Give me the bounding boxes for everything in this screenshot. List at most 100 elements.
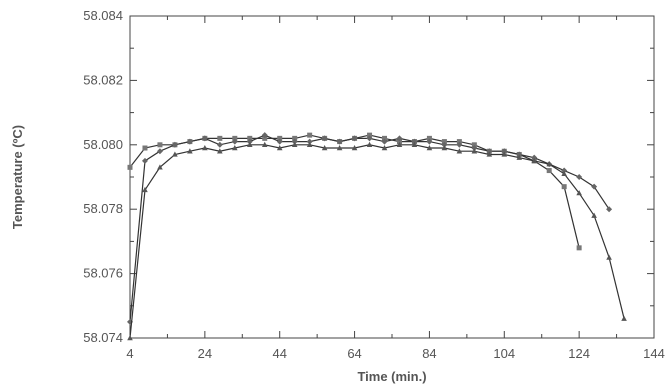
- y-tick-label: 58.078: [83, 201, 123, 216]
- data-point-triangle: [591, 212, 597, 218]
- data-point-square: [441, 139, 447, 145]
- data-point-diamond: [531, 154, 538, 161]
- data-point-diamond: [186, 138, 193, 145]
- data-point-triangle: [576, 190, 582, 196]
- y-axis-label: Temperature (ºC): [10, 125, 25, 229]
- data-point-triangle: [456, 148, 463, 154]
- data-point-square: [396, 139, 402, 145]
- y-tick-label: 58.080: [83, 137, 123, 152]
- data-point-diamond: [516, 151, 523, 158]
- data-point-triangle: [291, 141, 298, 147]
- data-point-square: [382, 135, 388, 141]
- data-point-triangle: [381, 145, 388, 151]
- data-point-square: [142, 145, 148, 151]
- data-point-triangle: [531, 157, 538, 164]
- x-tick-label: 44: [272, 346, 286, 361]
- data-point-triangle: [561, 170, 567, 176]
- data-point-triangle: [172, 151, 178, 157]
- data-point-diamond: [591, 183, 598, 190]
- data-point-diamond: [411, 138, 418, 145]
- data-point-diamond: [606, 206, 613, 213]
- data-point-triangle: [217, 148, 223, 154]
- data-point-square: [561, 184, 567, 190]
- data-point-diamond: [336, 138, 343, 145]
- data-point-diamond: [261, 132, 268, 139]
- data-point-diamond: [366, 135, 373, 142]
- data-point-square: [217, 135, 223, 141]
- data-point-triangle: [276, 145, 283, 151]
- data-point-triangle: [621, 315, 627, 321]
- data-point-square: [262, 135, 268, 141]
- y-tick-label: 58.074: [83, 330, 123, 345]
- data-point-diamond: [201, 135, 208, 142]
- data-point-triangle: [321, 145, 328, 151]
- data-point-triangle: [306, 141, 313, 147]
- x-axis: 4 24 44 64 84 104 124 144: [126, 16, 665, 361]
- data-point-triangle: [261, 141, 268, 147]
- data-point-triangle: [606, 254, 612, 260]
- data-point-diamond: [291, 138, 298, 145]
- data-point-square: [157, 142, 163, 148]
- data-point-diamond: [381, 138, 388, 145]
- plot-frame: [129, 15, 655, 339]
- series-line-1: [129, 134, 580, 248]
- data-point-diamond: [486, 148, 493, 155]
- data-point-square: [307, 132, 313, 138]
- data-point-diamond: [246, 138, 253, 145]
- x-tick-label: 24: [198, 346, 212, 361]
- data-point-triangle: [486, 151, 493, 157]
- y-tick-label: 58.076: [83, 266, 123, 281]
- data-point-triangle: [142, 186, 148, 193]
- data-point-diamond: [456, 141, 463, 148]
- data-point-diamond: [231, 138, 238, 145]
- data-point-triangle: [351, 145, 358, 151]
- data-point-square: [471, 142, 477, 148]
- data-point-square: [546, 168, 552, 174]
- plot-area: [127, 132, 627, 341]
- data-point-diamond: [156, 148, 163, 155]
- data-point-triangle: [546, 161, 552, 167]
- data-point-square: [456, 139, 462, 145]
- data-point-triangle: [366, 141, 373, 147]
- x-tick-label: 144: [643, 346, 665, 361]
- y-axis: 58.074 58.076 58.078 58.080 58.082 58.084: [83, 8, 654, 345]
- data-point-triangle: [336, 145, 343, 151]
- data-point-diamond: [171, 141, 178, 148]
- data-point-triangle: [246, 141, 253, 147]
- data-point-diamond: [441, 141, 448, 148]
- y-tick-label: 58.084: [83, 8, 123, 23]
- data-point-diamond: [351, 135, 358, 142]
- x-axis-label: Time (min.): [357, 369, 426, 384]
- data-point-diamond: [276, 138, 283, 145]
- data-point-square: [367, 132, 373, 138]
- data-point-triangle: [471, 148, 478, 154]
- y-tick-label: 58.082: [83, 72, 123, 87]
- series-line-3: [129, 144, 625, 339]
- data-point-diamond: [216, 141, 223, 148]
- data-point-triangle: [232, 145, 238, 151]
- data-point-diamond: [576, 174, 583, 180]
- data-point-diamond: [141, 157, 148, 164]
- data-point-square: [576, 245, 582, 251]
- data-point-triangle: [441, 145, 448, 151]
- data-point-square: [292, 135, 298, 141]
- data-point-triangle: [127, 335, 133, 341]
- x-tick-label: 64: [347, 346, 361, 361]
- data-point-square: [127, 164, 133, 170]
- data-point-square: [426, 135, 432, 141]
- data-point-triangle: [202, 145, 208, 151]
- x-tick-label: 124: [568, 346, 590, 361]
- data-point-triangle: [157, 164, 163, 170]
- data-point-triangle: [501, 151, 508, 157]
- data-point-diamond: [321, 135, 328, 142]
- data-point-diamond: [306, 138, 313, 145]
- x-tick-label: 104: [493, 346, 515, 361]
- x-tick-label: 84: [422, 346, 436, 361]
- data-point-triangle: [396, 141, 403, 147]
- data-point-triangle: [411, 141, 418, 147]
- data-point-triangle: [516, 154, 523, 160]
- data-point-diamond: [396, 135, 403, 142]
- data-point-square: [247, 135, 253, 141]
- x-tick-label: 4: [126, 346, 133, 361]
